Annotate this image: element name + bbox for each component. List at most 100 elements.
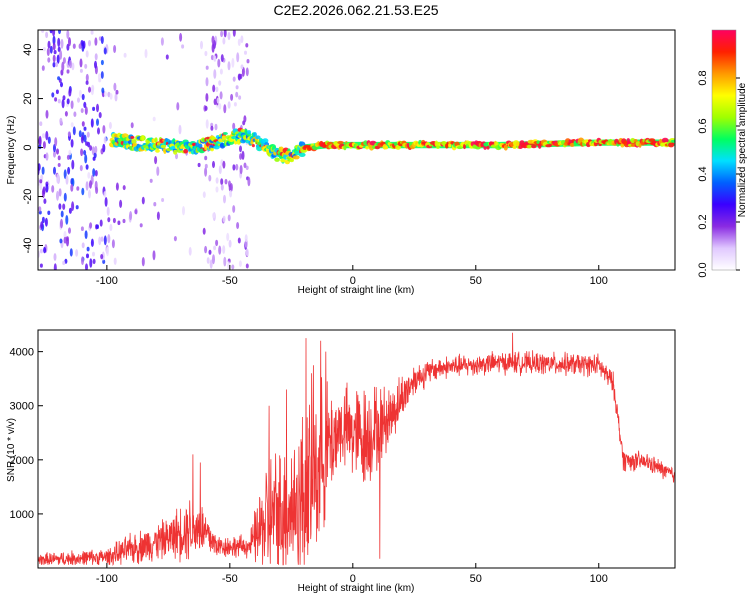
- spectrogram-cell: [60, 218, 63, 229]
- spectrogram-cell: [63, 192, 67, 202]
- spectrogram-cell: [112, 217, 116, 224]
- spectrogram-cell: [57, 155, 61, 161]
- spectrogram-cell: [55, 89, 59, 95]
- spectrogram-cell: [247, 130, 251, 135]
- spectrogram-cell: [59, 117, 63, 125]
- spectrogram-cell: [620, 143, 625, 148]
- spectrogram-cell: [104, 91, 107, 97]
- spectrogram-y-ticks: -40 -20 0 20 40: [22, 43, 43, 253]
- spectrogram-cell: [569, 142, 575, 147]
- spectrogram-cell: [220, 184, 224, 191]
- spectrogram-cell: [54, 97, 58, 102]
- spectrogram-cell: [53, 166, 56, 175]
- spectrogram-cell: [75, 249, 79, 257]
- spectrogram-cell: [72, 43, 76, 49]
- spectrogram-cell: [102, 143, 106, 153]
- spectrogram-cell: [239, 164, 243, 175]
- spectrogram-cell: [39, 121, 43, 126]
- spectrogram-cell: [141, 257, 145, 267]
- spectrogram-cell: [512, 145, 517, 150]
- spectrogram-cell: [245, 263, 249, 269]
- spectrogram-cell: [222, 245, 226, 254]
- spectrogram-cell: [68, 149, 72, 156]
- spectrogram-cell: [626, 138, 630, 143]
- spectrogram-cell: [88, 189, 91, 199]
- spectrogram-cell: [94, 170, 98, 177]
- spectrogram-cell: [68, 37, 71, 47]
- spectrogram-cell: [65, 236, 69, 242]
- spectrogram-cell: [81, 93, 85, 101]
- spectrogram-cell: [80, 108, 84, 114]
- spectrogram-cell: [240, 129, 246, 133]
- spectrogram-y-tick-label: 0: [22, 144, 34, 150]
- spectrogram-cell: [213, 98, 217, 106]
- spectrogram-x-axis-label: Height of straight line (km): [298, 285, 415, 296]
- spectrogram-cell: [205, 77, 209, 87]
- spectrogram-cell: [224, 178, 228, 185]
- spectrogram-marks: [38, 30, 675, 270]
- spectrogram-cell: [239, 153, 243, 160]
- spectrogram-cell: [274, 157, 280, 162]
- spectrogram-cell: [213, 69, 217, 79]
- spectrogram-cell: [251, 144, 255, 148]
- spectrogram-cell: [83, 134, 87, 143]
- spectrogram-cell: [91, 146, 95, 156]
- spectrogram-cell: [212, 254, 215, 265]
- spectrogram-cell: [175, 153, 178, 160]
- spectrogram-cell: [54, 137, 58, 147]
- spectrogram-cell: [223, 104, 227, 114]
- spectrogram-cell: [255, 135, 261, 140]
- spectrogram-cell: [298, 152, 306, 157]
- spectrogram-cell: [86, 246, 90, 252]
- spectrogram-cell: [131, 138, 137, 144]
- spectrogram-cell: [235, 91, 239, 98]
- spectrogram-cell: [53, 50, 57, 55]
- spectrogram-cell: [96, 224, 99, 229]
- spectrogram-cell: [160, 37, 164, 46]
- spectrogram-cell: [80, 135, 84, 144]
- spectrogram-cell: [212, 160, 215, 169]
- spectrogram-cell: [100, 59, 104, 66]
- spectrogram-cell: [182, 206, 185, 216]
- spectrogram-cell: [83, 149, 87, 156]
- spectrogram-cell: [219, 68, 223, 75]
- spectrogram-cell: [87, 172, 91, 179]
- spectrogram-cell: [81, 187, 85, 196]
- spectrogram-cell: [144, 48, 148, 59]
- spectrogram-cell: [235, 163, 239, 171]
- colorbar-tick-label: 0.4: [697, 166, 709, 181]
- colorbar-tick-label: 0.0: [697, 262, 709, 277]
- spectrogram-y-tick-label: 40: [22, 43, 34, 55]
- spectrogram-cell: [90, 118, 94, 128]
- spectrogram-cell: [41, 166, 45, 175]
- spectrogram-cell: [84, 154, 88, 164]
- spectrogram-cell: [129, 211, 133, 221]
- spectrogram-cell: [53, 263, 57, 270]
- spectrogram-cell: [52, 54, 56, 63]
- spectrogram-cell: [101, 87, 105, 94]
- spectrogram-cell: [152, 116, 156, 122]
- spectrogram-cell: [113, 257, 117, 265]
- spectrogram-cell: [109, 223, 113, 232]
- spectrogram-cell: [84, 106, 88, 115]
- spectrogram-cell: [239, 145, 242, 153]
- spectrogram-cell: [43, 198, 47, 204]
- spectrogram-cell: [205, 119, 209, 129]
- spectrogram-cell: [81, 242, 85, 249]
- spectrogram-cell: [67, 166, 71, 175]
- snr-x-ticks: -100 -50 0 50 100: [96, 563, 608, 585]
- spectrogram-cell: [245, 165, 249, 170]
- spectrogram-cell: [75, 205, 79, 210]
- spectrogram-cell: [108, 121, 112, 130]
- spectrogram-cell: [113, 45, 117, 53]
- spectrogram-cell: [227, 214, 231, 222]
- spectrogram-cell: [55, 61, 59, 68]
- snr-x-tick-label: 50: [470, 573, 482, 585]
- spectrogram-cell: [204, 50, 208, 57]
- spectrogram-y-tick-label: 20: [22, 92, 34, 104]
- spectrogram-cell: [94, 53, 98, 61]
- snr-x-tick-label: -50: [222, 573, 238, 585]
- spectrogram-x-tick-label: -50: [222, 275, 238, 287]
- spectrogram-cell: [85, 141, 89, 146]
- spectrogram-cell: [244, 50, 247, 55]
